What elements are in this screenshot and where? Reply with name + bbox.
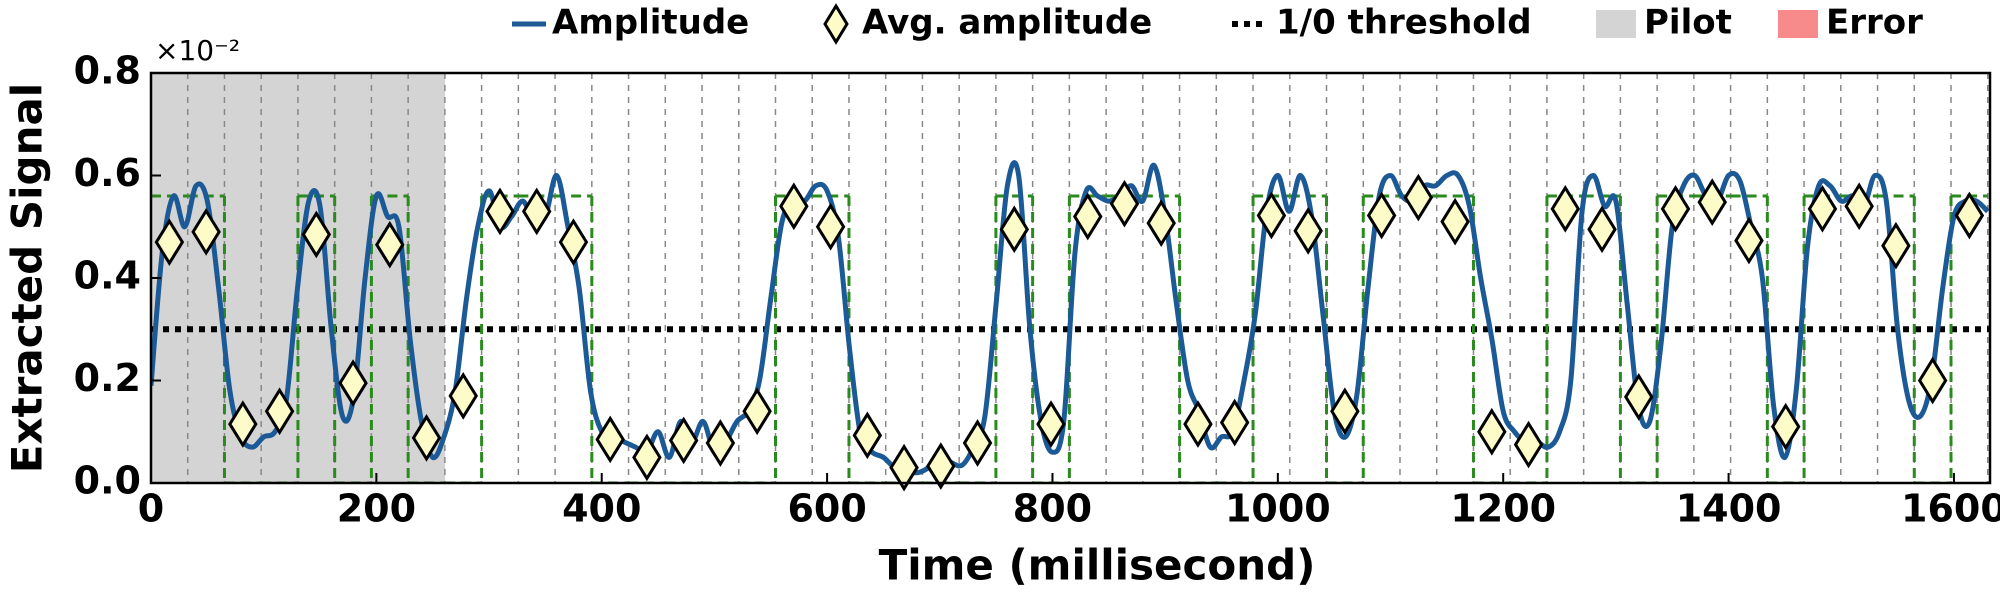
avg-marker	[191, 208, 221, 256]
x-tick-label: 1000	[1225, 487, 1331, 531]
avg-marker	[1917, 356, 1948, 405]
y-multiplier: ×10⁻²	[155, 34, 240, 67]
avg-marker	[1660, 184, 1691, 233]
avg-marker	[1624, 373, 1654, 421]
x-tick-label: 800	[1013, 487, 1092, 531]
avg-marker	[889, 443, 919, 492]
plot-area	[151, 73, 1990, 483]
legend-label: 1/0 threshold	[1276, 3, 1532, 43]
avg-marker	[1844, 182, 1874, 231]
avg-marker	[632, 433, 662, 482]
legend-label: Amplitude	[552, 3, 749, 43]
avg-marker	[1881, 221, 1911, 270]
x-axis-label: Time (millisecond)	[879, 541, 1316, 590]
avg-marker	[815, 202, 846, 251]
avg-marker	[1550, 184, 1581, 233]
avg-marker	[338, 359, 368, 407]
avg-marker	[1403, 173, 1434, 222]
avg-marker	[852, 411, 883, 460]
avg-marker	[705, 419, 736, 467]
avg-marker	[1477, 407, 1507, 456]
x-tick-label: 1200	[1450, 487, 1556, 531]
y-tick-label: 0.0	[74, 459, 141, 503]
y-tick-label: 0.6	[74, 151, 141, 195]
avg-marker	[1366, 191, 1397, 240]
avg-marker	[1770, 402, 1801, 451]
legend-label: Pilot	[1644, 3, 1732, 43]
x-tick-label: 200	[337, 487, 416, 531]
avg-marker	[926, 442, 956, 490]
avg-marker	[1513, 420, 1544, 469]
avg-marker	[1293, 207, 1323, 255]
avg-marker	[595, 415, 625, 464]
y-tick-label: 0.2	[74, 356, 141, 400]
avg-marker	[448, 372, 479, 420]
avg-marker	[1109, 179, 1140, 228]
avg-marker	[668, 416, 699, 465]
avg-marker	[999, 205, 1030, 254]
avg-marker	[1697, 178, 1727, 226]
avg-marker	[1219, 398, 1250, 447]
y-tick-label: 0.4	[74, 254, 141, 298]
avg-marker	[1330, 387, 1360, 436]
avg-marker	[1734, 216, 1764, 265]
avg-marker	[411, 414, 442, 462]
avg-marker	[154, 218, 185, 266]
avg-marker	[1256, 191, 1287, 240]
x-tick-label: 1600	[1901, 487, 2000, 531]
x-tick-label: 1400	[1676, 487, 1782, 531]
avg-marker	[1954, 191, 1985, 240]
avg-marker	[1072, 192, 1103, 241]
avg-marker	[375, 220, 405, 269]
avg-marker	[558, 218, 589, 266]
avg-marker	[779, 182, 809, 231]
avg-marker	[521, 187, 552, 236]
y-axis-label: Extracted Signal	[3, 83, 52, 473]
avg-marker	[264, 387, 295, 436]
avg-marker	[301, 210, 332, 259]
legend-label: Error	[1826, 3, 1923, 43]
avg-marker	[1440, 197, 1470, 246]
avg-marker	[1146, 199, 1176, 248]
avg-marker	[1036, 400, 1066, 448]
x-tick-label: 400	[562, 487, 641, 531]
avg-marker	[962, 419, 993, 467]
avg-marker	[1807, 184, 1838, 233]
avg-marker	[1183, 400, 1213, 448]
legend-diamond	[823, 3, 849, 45]
legend-pilot	[1596, 10, 1636, 38]
x-tick-label: 0	[138, 487, 164, 531]
avg-marker	[742, 387, 772, 436]
legend-error	[1778, 10, 1818, 38]
x-tick-label: 600	[787, 487, 866, 531]
legend-label: Avg. amplitude	[862, 3, 1152, 43]
amplitude-line	[151, 160, 1990, 476]
y-tick-label: 0.8	[74, 49, 141, 93]
avg-marker	[1587, 205, 1617, 254]
avg-marker	[485, 187, 515, 236]
avg-marker	[228, 400, 258, 448]
